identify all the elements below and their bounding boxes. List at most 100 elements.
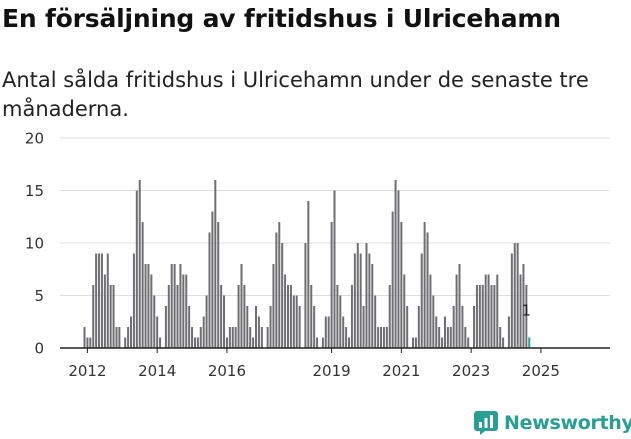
bar [284,274,287,348]
bar [266,327,269,348]
bar [292,295,295,348]
bar [135,190,138,348]
bar [281,243,284,348]
bar [382,327,385,348]
chart-title: En försäljning av fritidshus i Ulriceham… [2,4,561,33]
bar [109,285,112,348]
bar [356,243,359,348]
bar [164,306,167,348]
bar [260,327,263,348]
bar [481,285,484,348]
x-tick-label: 2014 [138,362,176,380]
bar [272,264,275,348]
bar [156,316,159,348]
bar [150,274,153,348]
bar [223,295,226,348]
bar [286,285,289,348]
newsworthy-logo[interactable]: Newsworthy [474,408,631,438]
bar [220,285,223,348]
bar [225,337,228,348]
x-tick-label: 2019 [313,362,351,380]
bar [388,285,391,348]
bar [257,316,260,348]
bar [202,316,205,348]
bar [502,337,505,348]
bar [246,306,249,348]
bar [196,337,199,348]
bar [83,327,86,348]
bar [112,285,115,348]
bar [438,327,441,348]
bar [525,285,528,348]
bar [519,274,522,348]
bar [86,337,89,348]
bar [98,253,101,348]
bar [391,211,394,348]
bar-chart: 1 0 5 10 15 20 2012 2014 2016 2019 2021 2023 2025 [25,130,610,380]
bar [464,327,467,348]
bar [159,337,162,348]
bar [205,295,208,348]
bar [208,232,211,348]
bar [240,264,243,348]
x-tick-label: 2016 [208,362,246,380]
bar [89,337,92,348]
bar [435,316,438,348]
bar [403,274,406,348]
bar [348,337,351,348]
bar [350,285,353,348]
bar [342,316,345,348]
bar [182,274,185,348]
bar [385,327,388,348]
x-tick-label: 2021 [382,362,420,380]
bar [406,306,409,348]
bar [132,253,135,348]
bar [336,285,339,348]
bar [275,232,278,348]
bar [377,327,380,348]
bar [484,274,487,348]
bar [458,264,461,348]
bar [510,253,513,348]
bar [493,285,496,348]
bar [411,337,414,348]
bar [115,327,118,348]
bar [188,306,191,348]
bar [374,295,377,348]
bar [394,180,397,348]
bar [147,264,150,348]
x-tick-label: 2023 [452,362,490,380]
bar [191,327,194,348]
x-tick-label: 2012 [68,362,106,380]
newsworthy-logo-icon [474,411,498,435]
bar [214,180,217,348]
bar [446,327,449,348]
bar [249,327,252,348]
bar [185,274,188,348]
bar [487,274,490,348]
bar [124,337,127,348]
bar [365,243,368,348]
bar [289,285,292,348]
bar [490,285,493,348]
bar [106,253,109,348]
bar [141,222,144,348]
bar [173,264,176,348]
bar [321,337,324,348]
bar [92,285,95,348]
bar [496,274,499,348]
bar [199,327,202,348]
bar [330,222,333,348]
bar [371,264,374,348]
bars: 1 [83,180,531,348]
bar [516,243,519,348]
y-tick-label: 0 [34,340,44,358]
bar [499,327,502,348]
bar [478,285,481,348]
bar [304,243,307,348]
bar [362,306,365,348]
bar [432,295,435,348]
bar [353,253,356,348]
bar [368,253,371,348]
bar [231,327,234,348]
